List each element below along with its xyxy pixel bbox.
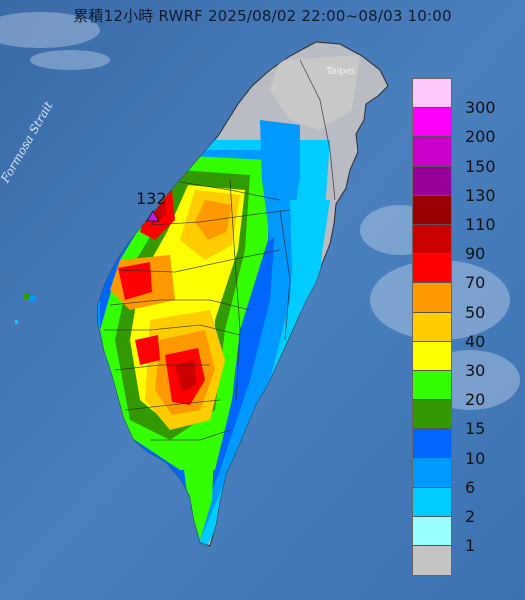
max-rainfall-value: 132 bbox=[136, 189, 167, 208]
legend-swatch bbox=[413, 458, 451, 488]
legend-label: 2 bbox=[465, 507, 476, 526]
legend-swatch bbox=[413, 487, 451, 517]
legend-swatch bbox=[413, 429, 451, 459]
legend-label: 200 bbox=[465, 127, 496, 147]
legend-label: 130 bbox=[465, 185, 496, 205]
county-boundaries bbox=[104, 59, 336, 441]
legend-swatch bbox=[413, 254, 451, 284]
legend-label: 50 bbox=[465, 302, 486, 322]
legend-swatch bbox=[413, 79, 451, 109]
legend-swatch bbox=[413, 546, 451, 576]
map-title: 累積12小時 RWRF 2025/08/02 22:00~08/03 10:00 bbox=[73, 7, 452, 25]
legend-label: 40 bbox=[465, 331, 486, 351]
legend-label: 30 bbox=[465, 361, 486, 380]
max-rainfall-marker bbox=[146, 210, 160, 222]
legend-label: 150 bbox=[465, 156, 496, 176]
legend-swatch bbox=[413, 195, 451, 225]
legend-swatch bbox=[413, 341, 451, 371]
legend-swatch bbox=[413, 516, 451, 546]
legend-swatch bbox=[413, 108, 451, 138]
legend-label: 300 bbox=[465, 98, 496, 118]
city-label: Taipei bbox=[326, 66, 355, 77]
legend-label: 110 bbox=[465, 215, 496, 234]
legend-swatch bbox=[413, 224, 451, 255]
legend-swatch bbox=[413, 370, 451, 401]
legend-swatch bbox=[413, 283, 451, 313]
legend-swatch bbox=[413, 166, 451, 196]
legend-label: 1 bbox=[465, 536, 476, 556]
legend-swatch bbox=[413, 400, 451, 430]
legend-swatch bbox=[413, 137, 451, 167]
rainfall-legend bbox=[412, 78, 452, 577]
legend-label: 15 bbox=[465, 419, 486, 439]
legend-label: 10 bbox=[465, 448, 486, 468]
legend-label: 70 bbox=[465, 273, 486, 293]
legend-label: 6 bbox=[465, 477, 476, 497]
legend-swatch bbox=[413, 312, 451, 342]
penghu-islands bbox=[15, 293, 36, 324]
legend-label: 20 bbox=[465, 390, 486, 410]
legend-label: 90 bbox=[465, 244, 486, 264]
